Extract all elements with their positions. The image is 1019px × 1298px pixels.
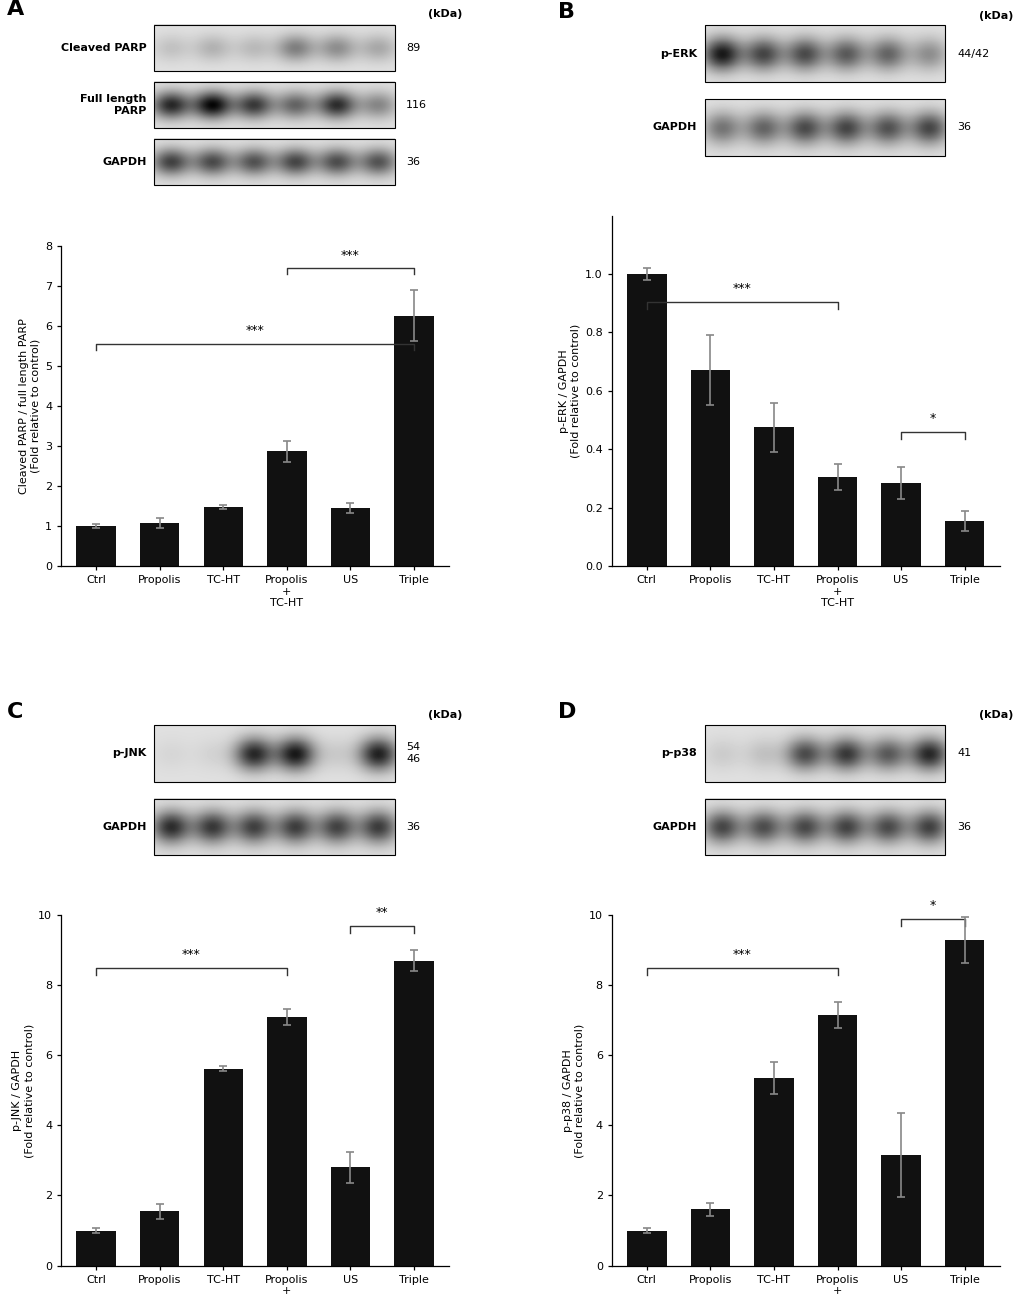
Bar (330, 508, 370, 566)
Bar (817, 1015, 856, 1266)
Text: 116: 116 (406, 100, 427, 110)
Text: A: A (7, 0, 24, 18)
Text: *: * (928, 411, 935, 424)
Bar (76, 526, 116, 566)
Text: Cleaved PARP: Cleaved PARP (61, 43, 147, 53)
Text: (kDa): (kDa) (428, 710, 462, 720)
Bar (267, 1016, 307, 1266)
Text: C: C (7, 702, 23, 722)
Bar (267, 452, 307, 566)
Bar (704, 724, 945, 781)
Text: 54
46: 54 46 (406, 742, 420, 765)
Bar (140, 1211, 179, 1266)
Text: B: B (557, 3, 574, 22)
Text: 36: 36 (956, 122, 970, 132)
Text: 36: 36 (406, 822, 420, 832)
Text: GAPDH: GAPDH (652, 122, 696, 132)
Y-axis label: p-JNK / GAPDH
(Fold relative to control): p-JNK / GAPDH (Fold relative to control) (12, 1023, 34, 1158)
Y-axis label: p-p38 / GAPDH
(Fold relative to control): p-p38 / GAPDH (Fold relative to control) (562, 1023, 584, 1158)
Y-axis label: Cleaved PARP / full length PARP
(Fold relative to control): Cleaved PARP / full length PARP (Fold re… (19, 318, 41, 495)
Text: GAPDH: GAPDH (102, 157, 147, 167)
Bar (627, 1231, 665, 1266)
Text: p-JNK: p-JNK (112, 748, 147, 758)
Text: ***: *** (732, 282, 751, 295)
Bar (154, 139, 394, 186)
Bar (944, 520, 983, 566)
Text: 89: 89 (406, 43, 420, 53)
Bar (154, 25, 394, 71)
Text: ***: *** (246, 324, 264, 337)
Text: ***: *** (340, 249, 360, 262)
Bar (880, 483, 920, 566)
Bar (817, 476, 856, 566)
Text: 36: 36 (406, 157, 420, 167)
Text: p-p38: p-p38 (660, 748, 696, 758)
Bar (944, 940, 983, 1266)
Bar (704, 25, 945, 82)
Text: Full length
PARP: Full length PARP (81, 95, 147, 116)
Bar (140, 523, 179, 566)
Text: GAPDH: GAPDH (102, 822, 147, 832)
Bar (704, 99, 945, 156)
Text: ***: *** (732, 948, 751, 961)
Bar (76, 1231, 116, 1266)
Text: 41: 41 (956, 748, 970, 758)
Text: D: D (557, 702, 576, 722)
Bar (690, 370, 730, 566)
Text: (kDa): (kDa) (977, 10, 1012, 21)
Bar (753, 427, 793, 566)
Bar (627, 274, 665, 566)
Bar (154, 724, 394, 781)
Bar (753, 1079, 793, 1266)
Text: **: ** (376, 906, 388, 919)
Bar (704, 798, 945, 855)
Text: 44/42: 44/42 (956, 48, 988, 58)
Bar (204, 1068, 243, 1266)
Text: ***: *** (182, 948, 201, 961)
Bar (330, 1167, 370, 1266)
Y-axis label: p-ERK / GAPDH
(Fold relative to control): p-ERK / GAPDH (Fold relative to control) (558, 323, 580, 458)
Text: (kDa): (kDa) (428, 9, 462, 19)
Text: (kDa): (kDa) (977, 710, 1012, 720)
Text: p-ERK: p-ERK (659, 48, 696, 58)
Bar (154, 798, 394, 855)
Text: *: * (928, 898, 935, 911)
Bar (394, 315, 433, 566)
Text: GAPDH: GAPDH (652, 822, 696, 832)
Text: 36: 36 (956, 822, 970, 832)
Bar (204, 508, 243, 566)
Bar (394, 961, 433, 1266)
Bar (880, 1155, 920, 1266)
Bar (154, 82, 394, 129)
Bar (690, 1210, 730, 1266)
